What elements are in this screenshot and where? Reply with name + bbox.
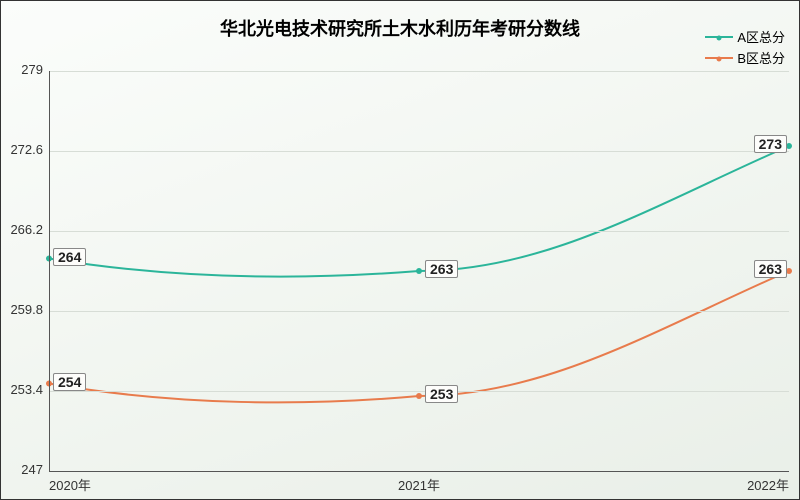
data-label: 273: [754, 135, 787, 153]
chart-svg: [49, 71, 789, 471]
x-tick-label: 2022年: [747, 475, 789, 494]
legend-swatch-b: [705, 57, 733, 59]
y-tick-label: 272.6: [10, 142, 43, 157]
plot-area: 247253.4259.8266.2272.62792020年2021年2022…: [49, 71, 789, 471]
series-line-b: [49, 271, 789, 402]
y-tick-label: 253.4: [10, 382, 43, 397]
legend-item-b: B区总分: [705, 48, 785, 67]
legend-label-b: B区总分: [737, 48, 785, 67]
x-tick-label: 2021年: [398, 475, 440, 494]
grid-line: [49, 71, 789, 72]
data-label: 253: [425, 385, 458, 403]
data-label: 263: [425, 260, 458, 278]
data-point: [416, 393, 422, 399]
grid-line: [49, 311, 789, 312]
grid-line: [49, 231, 789, 232]
chart-title: 华北光电技术研究所土木水利历年考研分数线: [220, 15, 580, 41]
data-label: 264: [53, 248, 86, 266]
legend: A区总分 B区总分: [705, 27, 785, 69]
grid-line: [49, 151, 789, 152]
y-tick-label: 266.2: [10, 222, 43, 237]
y-tick-label: 259.8: [10, 302, 43, 317]
chart-container: 华北光电技术研究所土木水利历年考研分数线 A区总分 B区总分 247253.42…: [0, 0, 800, 500]
x-axis: [49, 471, 789, 472]
y-axis: [49, 71, 50, 471]
legend-swatch-a: [705, 36, 733, 38]
legend-label-a: A区总分: [737, 27, 785, 46]
data-label: 254: [53, 373, 86, 391]
data-label: 263: [754, 260, 787, 278]
data-point: [416, 268, 422, 274]
series-line-a: [49, 146, 789, 277]
grid-line: [49, 391, 789, 392]
x-tick-label: 2020年: [49, 475, 91, 494]
y-tick-label: 247: [21, 462, 43, 477]
y-tick-label: 279: [21, 62, 43, 77]
legend-item-a: A区总分: [705, 27, 785, 46]
